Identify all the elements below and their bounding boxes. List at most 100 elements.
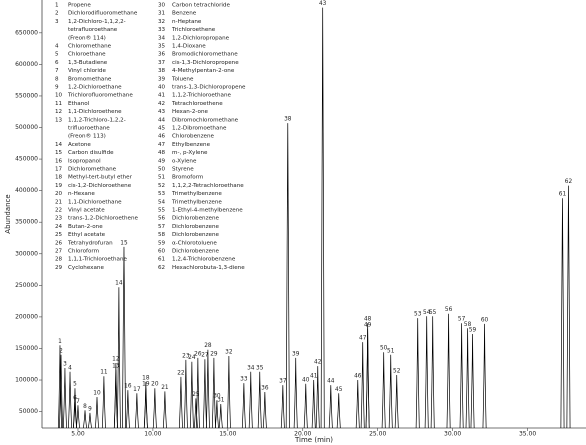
y-tick-label: 100000 [15, 377, 38, 384]
legend-number: 59 [158, 240, 166, 246]
legend-number: 46 [158, 134, 166, 140]
peak-label: 56 [445, 307, 453, 313]
legend-name: (Freon® 113) [68, 133, 106, 140]
y-tick-label: 400000 [15, 187, 38, 194]
legend-name: 1,1,2-Trichloroethane [172, 93, 232, 99]
peak-label: 1 [58, 339, 62, 345]
legend-name: Hexachlorobuta-1,3-diene [172, 265, 245, 271]
peak [58, 345, 62, 429]
peak-label: 45 [335, 387, 343, 393]
legend-name: α-Chlorotoluene [172, 240, 217, 246]
legend-number: 25 [55, 232, 63, 238]
peak [183, 359, 188, 429]
peak [482, 323, 487, 429]
legend-name: Bromodichloromethane [172, 52, 238, 58]
legend-name: 1,1,1-Trichloroethane [68, 257, 128, 263]
legend-number: 40 [158, 85, 166, 91]
peak-label: 28 [204, 343, 212, 349]
peak-label: 13 [112, 363, 120, 369]
legend-name: 1,1-Dichloroethene [68, 109, 122, 115]
legend-name: Benzene [172, 11, 197, 17]
legend-name: Chlorobenzene [172, 134, 214, 140]
peak-label: 8 [83, 404, 87, 410]
peak [285, 123, 290, 429]
legend-number: 13 [55, 117, 63, 123]
peak [303, 383, 308, 429]
peak-label: 60 [481, 317, 489, 323]
legend-number: 52 [158, 183, 165, 189]
legend-name: Vinyl chloride [68, 68, 106, 74]
legend-number: 55 [158, 208, 166, 214]
legend-number: 10 [55, 93, 63, 99]
peak-label: 22 [177, 370, 185, 376]
peak [315, 366, 320, 429]
legend-name: Dichlorobenzene [172, 216, 220, 222]
legend-name: Trimethylbenzene [171, 191, 222, 197]
y-tick-label: 200000 [15, 313, 38, 320]
peak [381, 352, 386, 429]
peak [360, 342, 365, 429]
peak-label: 53 [414, 312, 422, 318]
peak [134, 393, 139, 429]
peak-label: 58 [464, 322, 472, 328]
legend-name: n-Hexane [68, 191, 95, 197]
peak [76, 405, 80, 429]
legend-name: Isopropanol [68, 158, 101, 164]
y-tick-label: 350000 [15, 219, 38, 226]
legend-name: Tetrahydrofuran [67, 240, 113, 246]
peak-label: 44 [327, 379, 335, 385]
legend-name: 1,2-Dichloroethane [68, 85, 122, 91]
legend-name: 1,2,4-Trichlorobenzene [172, 257, 236, 263]
peak [262, 392, 267, 429]
peak-label: 38 [284, 117, 292, 123]
peak [62, 368, 67, 429]
legend-name: n-Heptane [172, 19, 202, 25]
peak [214, 400, 219, 429]
x-tick-label: 20.00 [294, 431, 311, 438]
peak-label: 49 [364, 322, 372, 328]
peak-label: 55 [429, 310, 437, 316]
legend-name: Carbon disulfide [68, 150, 114, 156]
legend-name: 1,2-Dichloro-1,1,2,2- [68, 19, 126, 25]
peak-label: 40 [302, 377, 310, 383]
peak-label: 7 [76, 399, 80, 405]
peak-label: 15 [120, 240, 128, 246]
peak-label: 48 [364, 317, 372, 323]
legend-number: 20 [55, 191, 63, 197]
legend-name: Carbon tetrachloride [172, 3, 230, 9]
legend-number: 4 [55, 44, 59, 50]
peak [320, 7, 325, 429]
legend-number: 41 [158, 93, 166, 99]
peak [365, 328, 370, 429]
legend-name: Bromomethane [68, 76, 112, 82]
legend-name: Trimethylbenzene [171, 199, 222, 205]
legend-name: Dibromochloromethane [172, 117, 239, 123]
peak [88, 412, 92, 429]
peak [122, 246, 126, 429]
peak [459, 323, 464, 429]
legend-number: 14 [55, 142, 63, 148]
peak [424, 316, 429, 429]
peak-label: 17 [133, 387, 141, 393]
peak-label: 37 [279, 379, 287, 385]
peak-label: 3 [63, 362, 67, 368]
peak-label: 47 [359, 336, 367, 342]
legend-name: Styrene [172, 167, 194, 173]
legend-number: 58 [158, 232, 166, 238]
peak [415, 318, 420, 429]
legend-name: Toluene [171, 76, 194, 82]
legend-name: 1,3-Butadiene [68, 60, 108, 66]
peak [195, 357, 200, 429]
peak [205, 349, 210, 429]
legend-name: 1,1-Dichloroethane [68, 199, 122, 205]
peak [211, 357, 216, 429]
peak [73, 402, 77, 429]
legend-name: Dichlorobenzene [172, 224, 220, 230]
peak-label: 59 [469, 327, 477, 333]
peak-label: 18 [142, 375, 150, 381]
y-tick-label: 550000 [15, 92, 38, 99]
legend-name: Cyclohexane [68, 265, 104, 271]
peak [113, 369, 118, 429]
peak [241, 383, 246, 429]
